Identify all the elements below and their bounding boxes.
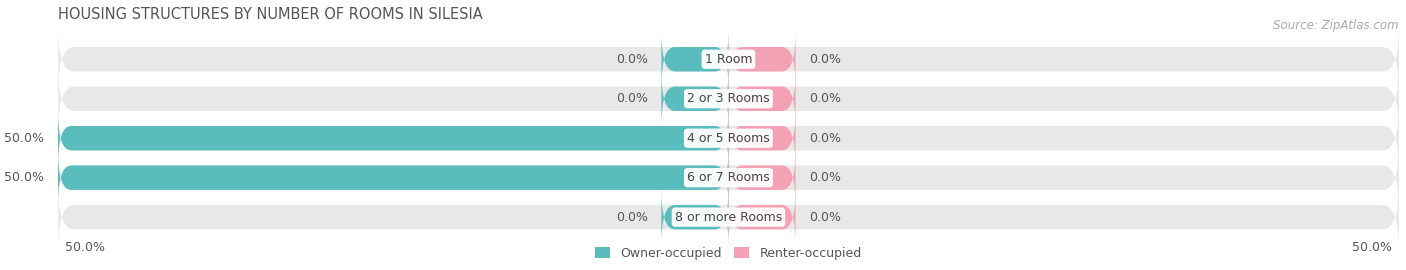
Legend: Owner-occupied, Renter-occupied: Owner-occupied, Renter-occupied: [591, 242, 866, 265]
Text: 0.0%: 0.0%: [808, 132, 841, 145]
FancyBboxPatch shape: [58, 103, 1399, 173]
Text: 0.0%: 0.0%: [808, 171, 841, 184]
FancyBboxPatch shape: [728, 32, 796, 86]
FancyBboxPatch shape: [728, 72, 796, 126]
Text: 2 or 3 Rooms: 2 or 3 Rooms: [688, 92, 769, 105]
FancyBboxPatch shape: [58, 24, 1399, 94]
FancyBboxPatch shape: [58, 150, 728, 205]
Text: 50.0%: 50.0%: [1353, 241, 1392, 254]
FancyBboxPatch shape: [661, 32, 728, 86]
FancyBboxPatch shape: [58, 143, 1399, 213]
Text: 8 or more Rooms: 8 or more Rooms: [675, 211, 782, 224]
Text: 0.0%: 0.0%: [808, 211, 841, 224]
FancyBboxPatch shape: [58, 182, 1399, 252]
Text: 50.0%: 50.0%: [65, 241, 104, 254]
Text: 0.0%: 0.0%: [808, 53, 841, 66]
Text: 6 or 7 Rooms: 6 or 7 Rooms: [688, 171, 770, 184]
Text: 4 or 5 Rooms: 4 or 5 Rooms: [688, 132, 770, 145]
Text: Source: ZipAtlas.com: Source: ZipAtlas.com: [1274, 19, 1399, 32]
Text: 1 Room: 1 Room: [704, 53, 752, 66]
FancyBboxPatch shape: [728, 111, 796, 166]
FancyBboxPatch shape: [58, 111, 728, 166]
FancyBboxPatch shape: [661, 72, 728, 126]
Text: HOUSING STRUCTURES BY NUMBER OF ROOMS IN SILESIA: HOUSING STRUCTURES BY NUMBER OF ROOMS IN…: [58, 7, 482, 22]
Text: 0.0%: 0.0%: [616, 211, 648, 224]
Text: 0.0%: 0.0%: [616, 53, 648, 66]
Text: 50.0%: 50.0%: [4, 171, 45, 184]
Text: 0.0%: 0.0%: [616, 92, 648, 105]
FancyBboxPatch shape: [728, 190, 796, 244]
FancyBboxPatch shape: [58, 64, 1399, 134]
Text: 50.0%: 50.0%: [4, 132, 45, 145]
Text: 0.0%: 0.0%: [808, 92, 841, 105]
FancyBboxPatch shape: [728, 150, 796, 205]
FancyBboxPatch shape: [661, 190, 728, 244]
